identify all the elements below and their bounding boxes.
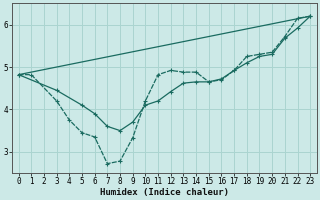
- X-axis label: Humidex (Indice chaleur): Humidex (Indice chaleur): [100, 188, 229, 197]
